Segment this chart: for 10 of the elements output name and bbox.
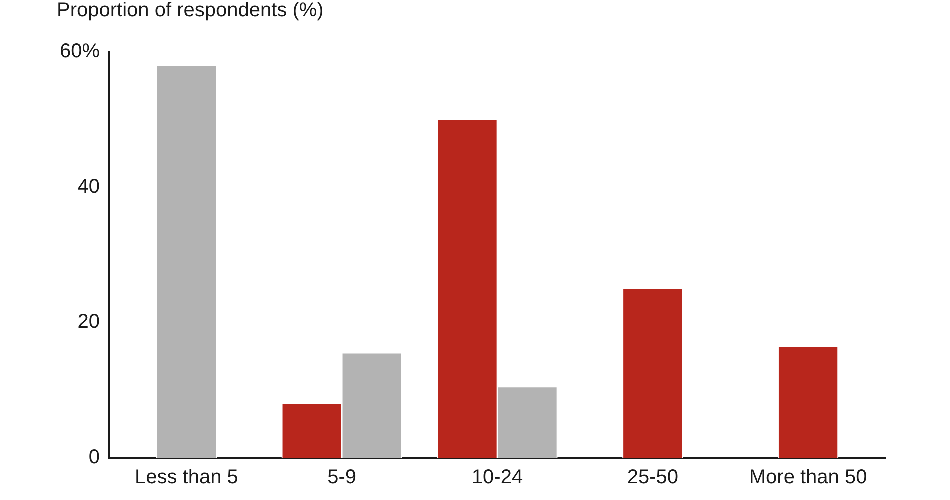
y-tick-label: 0: [88, 446, 100, 469]
x-tick-label: 10-24: [472, 466, 524, 489]
x-tick-label: 5-9: [328, 466, 357, 489]
x-tick-label: More than 50: [749, 466, 868, 489]
y-tick-label: 20: [78, 311, 100, 334]
y-axis-title: Proportion of respondents (%): [57, 0, 324, 22]
x-tick-label: Less than 5: [134, 466, 238, 489]
x-tick-label: 25-50: [627, 466, 678, 489]
y-tick-label: 40: [78, 176, 100, 198]
y-tick-label: 60%: [60, 40, 100, 63]
